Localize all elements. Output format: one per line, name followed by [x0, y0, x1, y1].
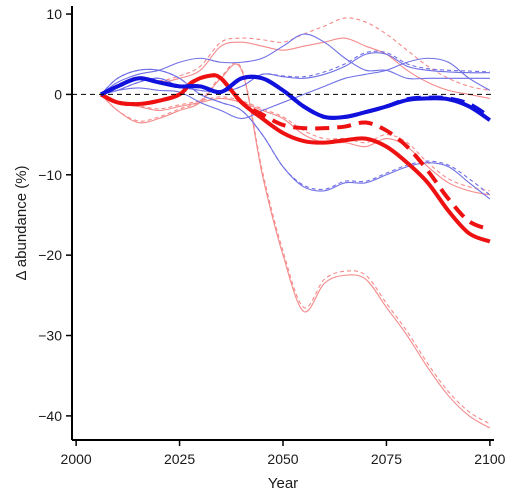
series-line-7: [100, 33, 490, 95]
x-tick-label: 2000: [61, 451, 92, 467]
series-line-16: [100, 74, 491, 120]
series-layer: [100, 17, 491, 429]
series-line-10: [100, 52, 490, 95]
y-tick-label: −20: [38, 247, 62, 263]
series-line-1: [100, 63, 491, 429]
series-line-3: [100, 37, 490, 99]
series-line-2: [100, 62, 491, 425]
x-tick-label: 2050: [267, 451, 298, 467]
y-tick-label: 0: [54, 86, 62, 102]
series-line-11: [100, 50, 490, 95]
series-line-5: [100, 93, 490, 196]
series-line-8: [100, 68, 491, 200]
y-tick-label: −30: [38, 328, 62, 344]
x-axis-ticks: 2000 2025 2050 2075 2100: [61, 440, 506, 467]
series-line-12: [100, 57, 491, 120]
y-tick-label: −10: [38, 167, 62, 183]
series-line-14: [100, 73, 491, 232]
x-tick-label: 2025: [164, 451, 195, 467]
y-axis-title: Δ abundance (%): [13, 165, 30, 280]
y-axis-ticks: 10 0 −10 −20 −30 −40: [38, 6, 72, 424]
y-tick-label: −40: [38, 408, 62, 424]
x-tick-label: 2075: [371, 451, 402, 467]
x-axis-title: Year: [268, 475, 298, 492]
x-tick-label: 2100: [474, 451, 505, 467]
series-line-9: [100, 68, 491, 196]
y-tick-label: 10: [46, 6, 62, 22]
